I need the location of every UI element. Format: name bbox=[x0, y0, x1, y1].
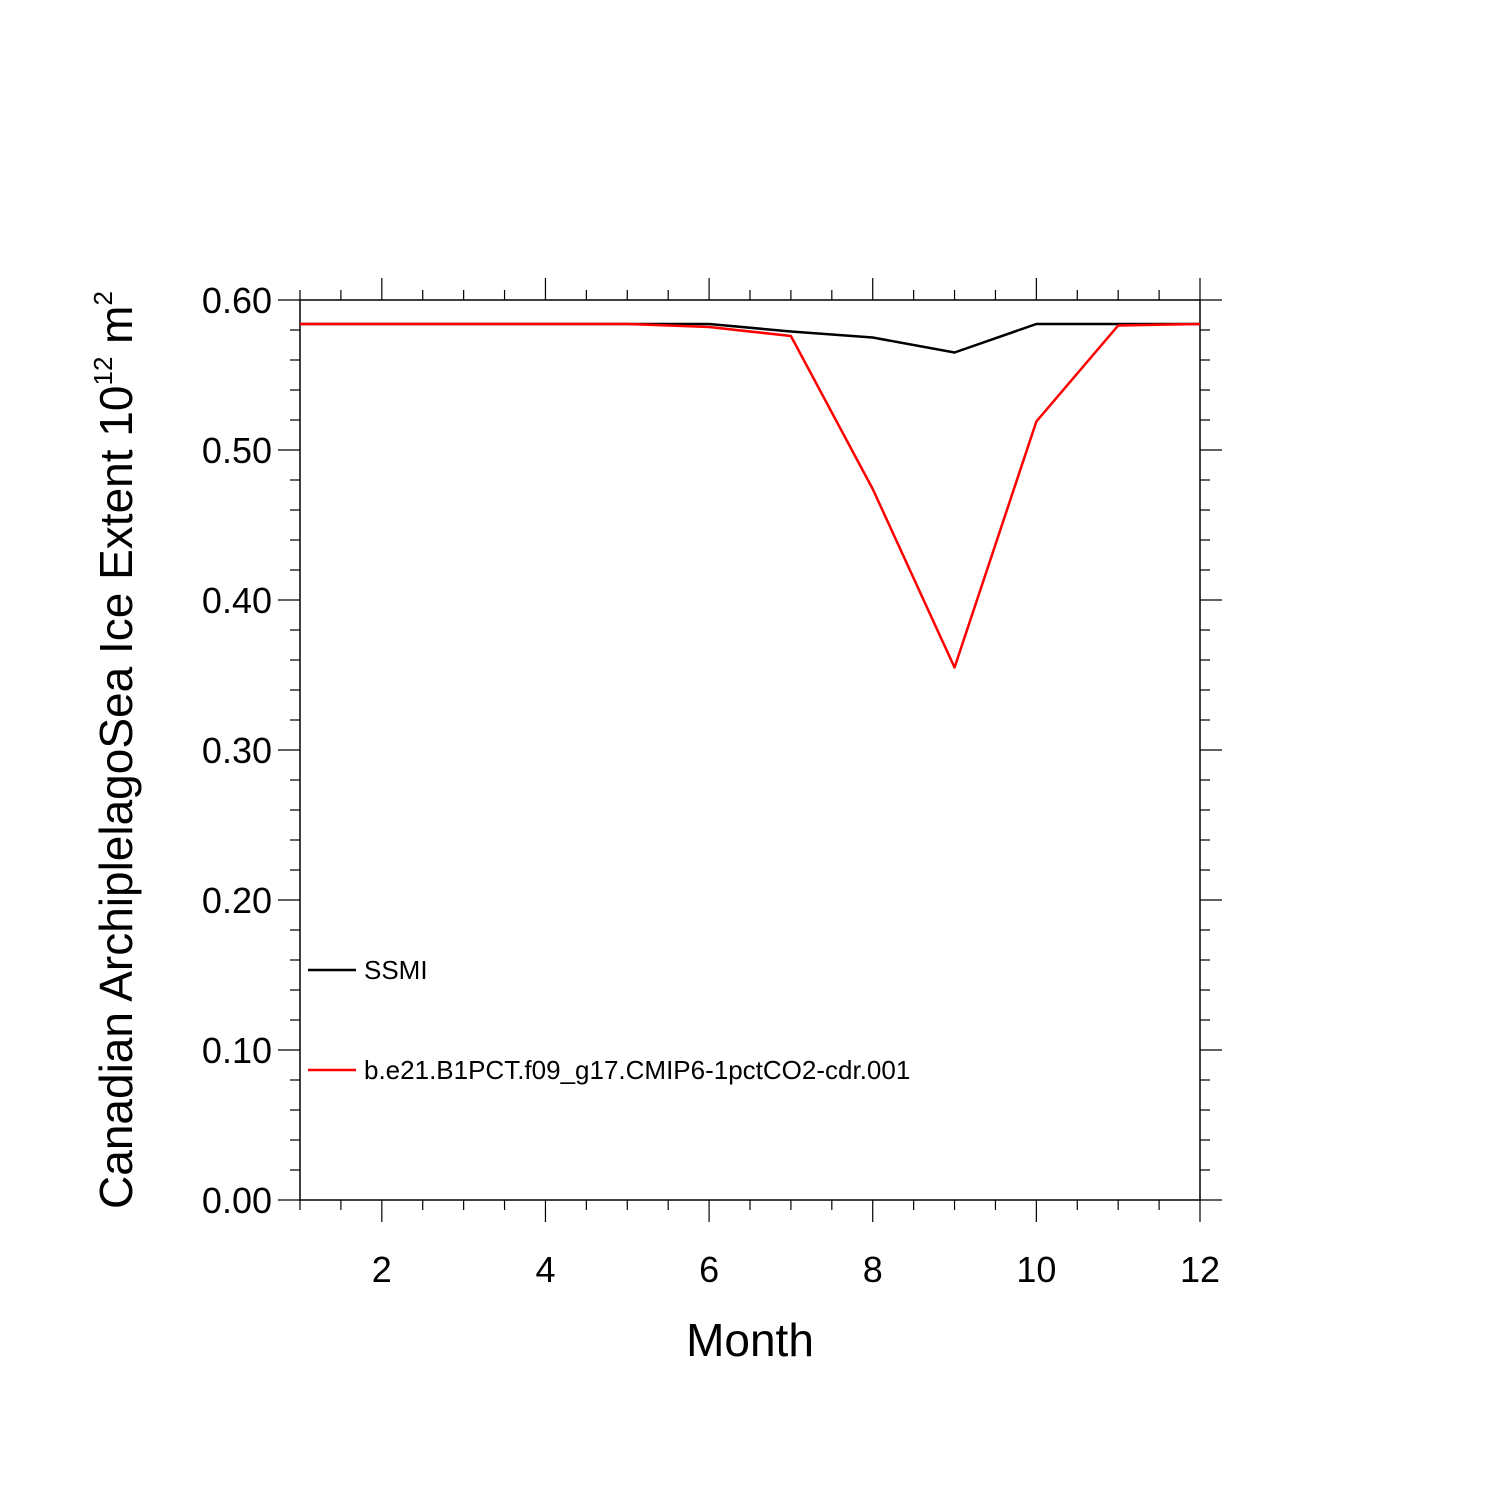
legend-label-ssmi: SSMI bbox=[364, 955, 428, 985]
y-axis-title-exponent: 12 bbox=[88, 357, 118, 386]
x-axis-title: Month bbox=[686, 1314, 814, 1366]
x-tick-label: 6 bbox=[699, 1249, 719, 1290]
y-tick-label: 0.60 bbox=[202, 280, 272, 321]
series-layer bbox=[300, 322, 1201, 669]
axis-ticks bbox=[278, 278, 1222, 1222]
y-tick-label: 0.50 bbox=[202, 430, 272, 471]
y-tick-label: 0.10 bbox=[202, 1030, 272, 1071]
x-tick-label: 8 bbox=[863, 1249, 883, 1290]
y-tick-label: 0.20 bbox=[202, 880, 272, 921]
y-tick-label: 0.40 bbox=[202, 580, 272, 621]
x-tick-label: 4 bbox=[535, 1249, 555, 1290]
x-tick-label: 12 bbox=[1180, 1249, 1220, 1290]
legend: SSMI b.e21.B1PCT.f09_g17.CMIP6-1pctCO2-c… bbox=[308, 955, 910, 1085]
x-tick-label: 10 bbox=[1016, 1249, 1056, 1290]
y-tick-label: 0.30 bbox=[202, 730, 272, 771]
y-tick-label: 0.00 bbox=[202, 1180, 272, 1221]
series-line-model bbox=[300, 322, 1201, 669]
legend-label-model: b.e21.B1PCT.f09_g17.CMIP6-1pctCO2-cdr.00… bbox=[364, 1055, 910, 1085]
y-axis-title: Canadian ArchiplelagoSea Ice Extent 1012… bbox=[88, 291, 142, 1209]
series-line-ssmi bbox=[300, 322, 1200, 354]
x-tick-label: 2 bbox=[372, 1249, 392, 1290]
y-axis-title-unit: m bbox=[90, 305, 142, 356]
y-axis-title-main: Canadian ArchiplelagoSea Ice Extent 10 bbox=[90, 386, 142, 1209]
axis-tick-labels: 2 4 6 8 10 12 0.00 0.10 0.20 0.30 0.40 0.50 0.60 bbox=[202, 280, 1220, 1290]
y-axis-title-unit-exponent: 2 bbox=[88, 291, 118, 305]
